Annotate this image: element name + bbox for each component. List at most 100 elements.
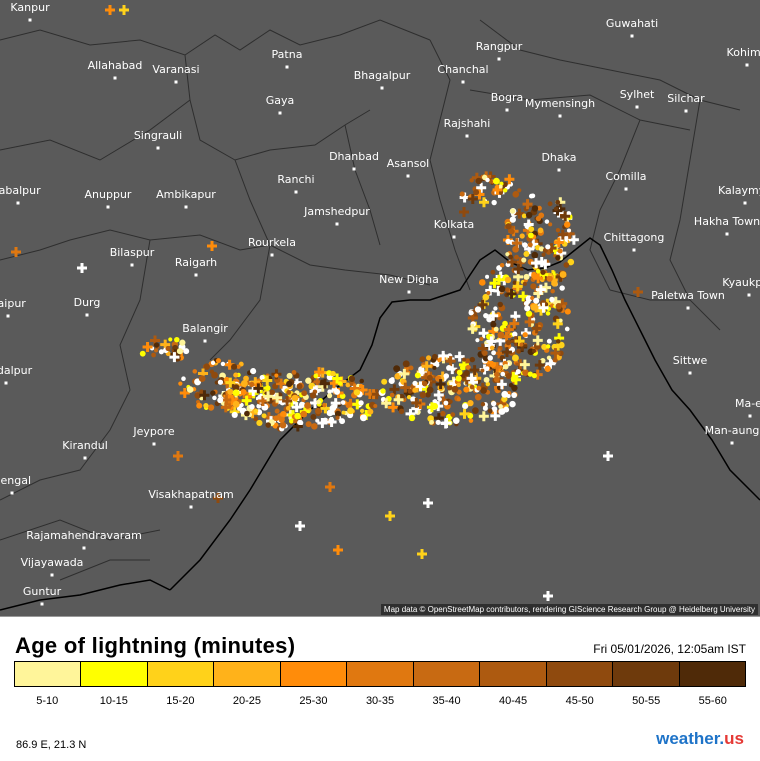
strike-dot xyxy=(236,364,241,369)
strike-dot xyxy=(497,301,504,308)
strike-dot xyxy=(522,369,529,376)
city-label: Ranchi xyxy=(277,173,315,186)
city-marker xyxy=(406,174,410,178)
strike-cross xyxy=(496,379,507,390)
strike-dot xyxy=(523,251,530,257)
city-marker xyxy=(461,80,465,84)
strike-cross xyxy=(489,278,500,289)
strike-dot xyxy=(326,409,334,417)
strike-dot xyxy=(231,411,238,419)
strike-dot xyxy=(505,373,512,379)
city-marker xyxy=(40,602,44,606)
strike-dot xyxy=(538,246,545,252)
strike-cross xyxy=(173,451,183,461)
scale-swatch xyxy=(679,662,745,686)
strike-dot xyxy=(341,410,346,415)
strike-cross xyxy=(105,5,115,15)
strike-dot xyxy=(484,366,490,371)
strike-dot xyxy=(165,345,171,352)
city-label: Varanasi xyxy=(152,63,200,76)
strike-cross xyxy=(557,229,568,240)
scale-swatch xyxy=(280,662,348,686)
strike-dot xyxy=(522,332,528,338)
strike-dot xyxy=(478,279,486,286)
strike-dot xyxy=(517,188,522,193)
strike-cross xyxy=(333,545,343,555)
strike-dot xyxy=(463,370,470,377)
strike-dot xyxy=(253,416,259,422)
city-marker xyxy=(270,253,274,257)
strike-cross xyxy=(11,247,21,257)
strike-dot xyxy=(552,357,558,363)
strike-dot xyxy=(274,408,280,414)
strike-dot xyxy=(359,408,365,414)
city-marker xyxy=(16,201,20,205)
city-label: Kanpur xyxy=(10,1,50,14)
city-label: Ambikapur xyxy=(156,188,216,201)
strike-cross xyxy=(276,378,287,389)
strike-dot xyxy=(211,371,218,379)
strike-cross xyxy=(295,521,305,531)
strike-dot xyxy=(212,395,217,401)
map-attribution[interactable]: Map data © OpenStreetMap contributors, r… xyxy=(380,604,758,615)
strike-dot xyxy=(329,404,337,412)
strike-dot xyxy=(373,403,378,409)
strike-cross xyxy=(119,5,129,15)
city-label: Chanchal xyxy=(437,63,489,76)
strike-dot xyxy=(265,422,272,428)
strike-cross xyxy=(522,199,533,210)
strike-dot xyxy=(480,402,486,407)
brand-suffix: us xyxy=(724,729,744,748)
strike-dot xyxy=(348,375,356,383)
strike-dot xyxy=(537,227,544,234)
strike-dot xyxy=(256,419,263,427)
city-label: Chittagong xyxy=(603,231,665,244)
strike-dot xyxy=(340,400,346,405)
strike-dot xyxy=(426,374,433,381)
city-marker xyxy=(152,442,156,446)
strike-cross xyxy=(314,367,325,378)
strike-cross xyxy=(488,310,499,321)
strike-dot xyxy=(498,404,504,409)
strike-dot xyxy=(259,375,265,381)
strike-dot xyxy=(168,337,173,342)
strike-dot xyxy=(322,402,327,408)
city-label: Dhanbad xyxy=(329,150,379,163)
strike-dot xyxy=(345,382,351,388)
strike-cross xyxy=(388,402,399,413)
scale-label: 25-30 xyxy=(299,695,328,707)
brand-logo[interactable]: weather.us xyxy=(656,729,744,749)
strike-dot xyxy=(535,268,541,274)
city-marker xyxy=(106,205,110,209)
strike-cross xyxy=(535,284,546,295)
strike-dot xyxy=(316,399,321,405)
strike-dot xyxy=(469,356,476,363)
strike-dot xyxy=(476,385,482,391)
strike-cross xyxy=(512,281,523,292)
strike-cross xyxy=(282,395,293,406)
strike-dot xyxy=(408,414,416,422)
strike-dot xyxy=(443,373,450,379)
strike-dot xyxy=(551,280,558,287)
cursor-coordinates: 86.9 E, 21.3 N xyxy=(16,739,87,751)
strike-dot xyxy=(527,242,533,248)
strike-dot xyxy=(426,386,434,394)
strike-dot xyxy=(243,375,249,382)
strike-cross xyxy=(253,383,264,394)
strike-cross xyxy=(467,194,478,205)
strike-cross xyxy=(213,493,223,503)
strike-dot xyxy=(487,408,493,414)
strike-dot xyxy=(482,355,490,362)
city-label: Patna xyxy=(271,48,303,61)
strike-dot xyxy=(380,388,386,394)
lightning-map[interactable]: Kanpur Guwahati Allahabad Varanasi Patna Rang… xyxy=(0,0,760,616)
strike-dot xyxy=(244,410,250,417)
strike-cross xyxy=(550,348,561,359)
strike-cross xyxy=(399,368,410,379)
strike-dot xyxy=(220,361,226,367)
strike-dot xyxy=(491,406,498,412)
scale-label: 30-35 xyxy=(365,695,395,707)
strike-dot xyxy=(286,372,293,379)
city-marker xyxy=(558,114,562,118)
strike-cross xyxy=(467,323,478,334)
